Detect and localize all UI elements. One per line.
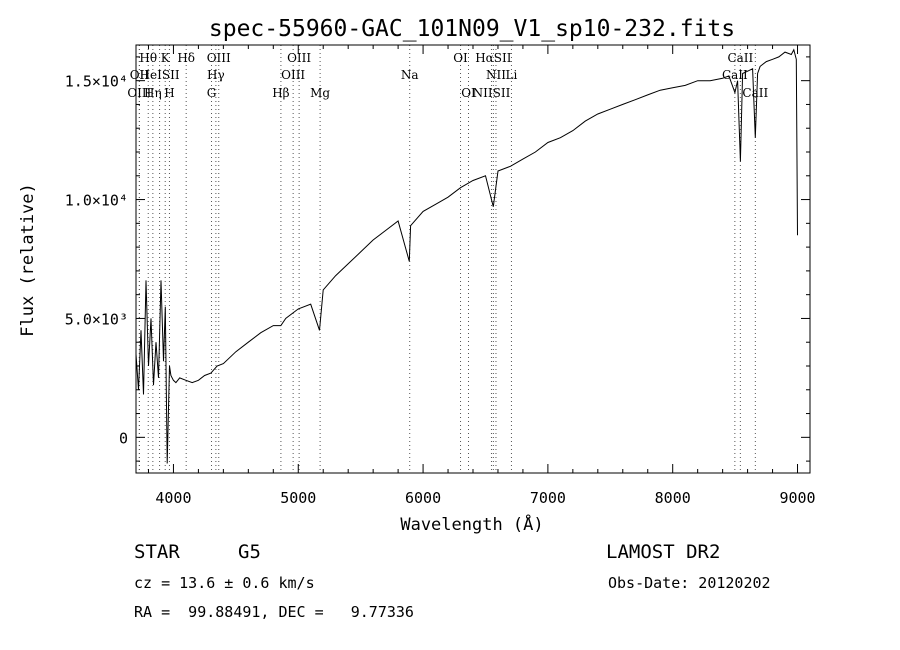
spectrum-series-line: [135, 48, 798, 464]
y-tick-label: 1.0×10⁴: [65, 192, 128, 210]
line-label: OII: [130, 68, 150, 82]
line-label: HαSII: [475, 51, 512, 65]
x-tick-label: 5000: [280, 489, 316, 507]
y-tick-label: 0: [119, 429, 128, 447]
line-label: NIISII: [473, 86, 511, 100]
line-label: K: [161, 51, 171, 65]
object-type: STAR: [134, 541, 180, 563]
line-label: Na: [401, 68, 419, 82]
line-label: Li: [506, 68, 518, 82]
y-tick-label: 5.0×10³: [65, 310, 128, 328]
line-label: Mg: [310, 86, 330, 100]
x-tick-label: 9000: [779, 489, 815, 507]
line-label: Hγ: [207, 68, 225, 82]
line-label: OIII: [287, 51, 311, 65]
line-label: G: [207, 86, 217, 100]
redshift-cz: cz = 13.6 ± 0.6 km/s: [134, 574, 315, 592]
line-label: NII: [486, 68, 506, 82]
line-label: OIII: [207, 51, 231, 65]
line-label: Hβ: [272, 86, 289, 100]
line-label: OI: [461, 86, 476, 100]
line-label: Hθ: [139, 51, 157, 65]
chart-title: spec-55960-GAC_101N09_V1_sp10-232.fits: [209, 16, 735, 42]
x-tick-label: 8000: [655, 489, 691, 507]
line-label: OIII: [127, 86, 151, 100]
line-label: HeISII: [140, 68, 180, 82]
x-tick-label: 4000: [155, 489, 191, 507]
x-axis-ticks: 4000 5000 6000 7000 8000 9000: [147, 45, 816, 507]
line-label: Hη: [144, 86, 162, 100]
line-label: OI: [453, 51, 468, 65]
line-label: CaII: [727, 51, 753, 65]
line-label: H: [164, 86, 174, 100]
y-tick-label: 1.5×10⁴: [65, 73, 128, 91]
line-label: OIII: [281, 68, 305, 82]
sky-coordinates: RA = 99.88491, DEC = 9.77336: [134, 603, 414, 621]
y-axis-ticks: 0 5.0×10³ 1.0×10⁴ 1.5×10⁴: [65, 56, 810, 462]
survey-name: LAMOST DR2: [606, 541, 721, 563]
line-label: CaII: [742, 86, 768, 100]
plot-frame: [135, 44, 811, 474]
line-label: Hδ: [177, 51, 195, 65]
x-axis-label: Wavelength (Å): [400, 513, 543, 535]
spectral-subclass: G5: [238, 541, 261, 563]
observation-date: Obs-Date: 20120202: [608, 574, 771, 592]
line-label: CaII: [722, 68, 748, 82]
x-tick-label: 7000: [530, 489, 566, 507]
emission-line-markers: [138, 45, 756, 473]
y-axis-label: Flux (relative): [18, 183, 38, 337]
x-tick-label: 6000: [405, 489, 441, 507]
